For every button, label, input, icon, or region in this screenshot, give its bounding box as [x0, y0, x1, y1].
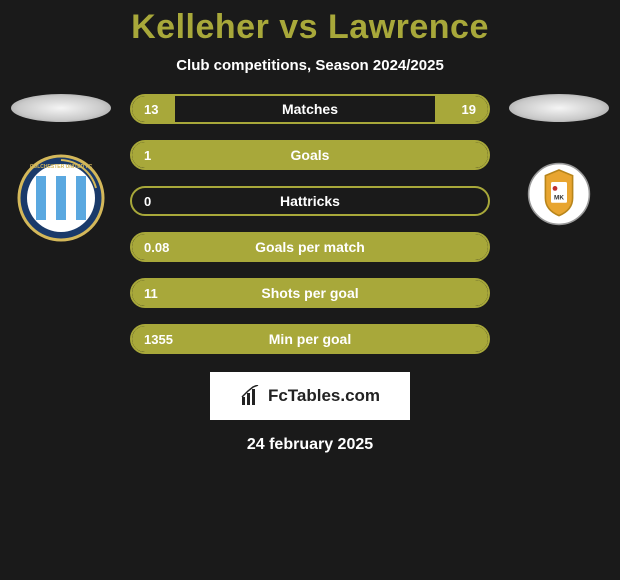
club-badge-left: COLCHESTER UNITED FC [16, 148, 106, 248]
stat-label: Hattricks [280, 193, 340, 209]
right-player-col: MK [504, 94, 614, 248]
left-player-col: COLCHESTER UNITED FC [6, 94, 116, 248]
player-left-placeholder [11, 94, 111, 122]
stat-bar: 1 Goals [130, 140, 490, 170]
stat-bar: 0.08 Goals per match [130, 232, 490, 262]
page-subtitle: Club competitions, Season 2024/2025 [176, 57, 444, 74]
stat-label: Shots per goal [261, 285, 358, 301]
club-badge-right: MK [514, 148, 604, 248]
stat-label: Matches [282, 101, 338, 117]
stat-value-left: 13 [144, 102, 158, 117]
comparison-container: Kelleher vs Lawrence Club competitions, … [0, 0, 620, 580]
stat-value-right: 19 [462, 102, 476, 117]
svg-text:COLCHESTER UNITED FC: COLCHESTER UNITED FC [30, 164, 93, 170]
stats-column: 13 Matches 19 1 Goals 0 Hattricks 0.08 Goals per… [130, 94, 490, 354]
date-label: 24 february 2025 [247, 436, 373, 454]
stat-label: Min per goal [269, 331, 351, 347]
brand-box[interactable]: FcTables.com [210, 372, 410, 420]
main-row: COLCHESTER UNITED FC 13 Matches 19 1 Goals 0 H… [0, 94, 620, 354]
page-title: Kelleher vs Lawrence [131, 8, 489, 47]
stat-bar: 11 Shots per goal [130, 278, 490, 308]
stat-bar: 1355 Min per goal [130, 324, 490, 354]
stat-bar: 0 Hattricks [130, 186, 490, 216]
brand-label: FcTables.com [268, 386, 380, 406]
mkdons-badge-icon: MK [519, 158, 599, 238]
stat-value-left: 11 [144, 286, 158, 301]
player-right-placeholder [509, 94, 609, 122]
brand-chart-icon [240, 385, 262, 407]
colchester-badge-icon: COLCHESTER UNITED FC [16, 148, 106, 248]
stat-value-left: 1 [144, 148, 151, 163]
svg-text:MK: MK [554, 195, 564, 202]
stat-bar: 13 Matches 19 [130, 94, 490, 124]
stat-value-left: 1355 [144, 332, 173, 347]
stat-value-left: 0 [144, 194, 151, 209]
stat-label: Goals [291, 147, 330, 163]
stat-label: Goals per match [255, 239, 365, 255]
stat-value-left: 0.08 [144, 240, 169, 255]
